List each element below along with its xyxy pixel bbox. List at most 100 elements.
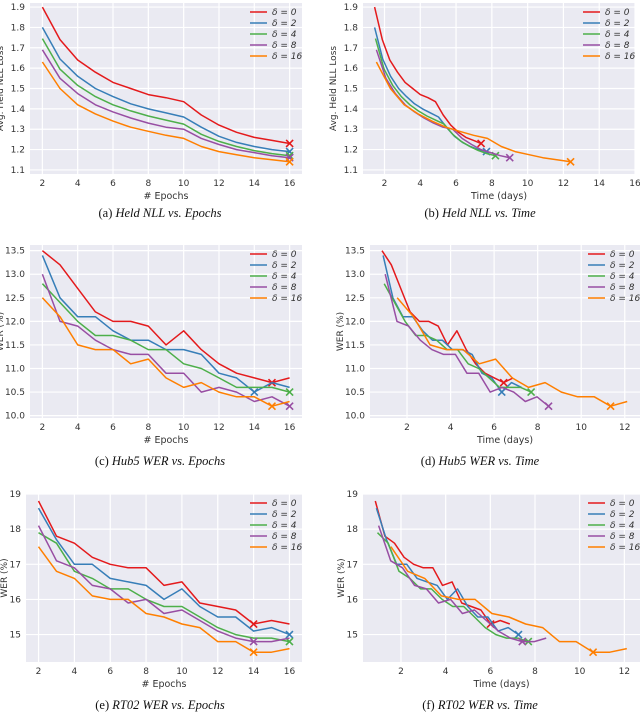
- legend-label: δ = 16: [272, 294, 302, 304]
- x-tick-label: 12: [213, 423, 224, 433]
- x-tick-label: 8: [145, 179, 151, 189]
- x-axis-label: Time (days): [470, 191, 527, 202]
- best-marker-x: [249, 648, 258, 657]
- x-tick-label: 2: [398, 667, 404, 677]
- best-marker-x: [477, 139, 486, 148]
- best-marker-x: [505, 153, 514, 162]
- marker-stroke: [249, 648, 258, 657]
- marker-stroke: [505, 153, 514, 162]
- y-tick-label: 13.5: [345, 247, 365, 257]
- x-tick-label: 16: [284, 423, 296, 433]
- x-tick-label: 12: [212, 667, 223, 677]
- legend-label: δ = 16: [610, 294, 640, 304]
- x-tick-label: 6: [110, 423, 116, 433]
- x-tick-label: 12: [558, 179, 569, 189]
- x-tick-label: 2: [382, 179, 388, 189]
- legend-label: δ = 0: [272, 499, 297, 509]
- legend-label: δ = 0: [610, 250, 635, 260]
- series-line: [37, 546, 290, 653]
- series-line: [37, 507, 290, 636]
- legend-label: δ = 4: [610, 272, 635, 282]
- series-line: [390, 546, 627, 653]
- x-tick-label: 8: [145, 423, 151, 433]
- legend-label: δ = 4: [272, 272, 297, 282]
- y-tick-label: 1.7: [344, 44, 358, 54]
- series-line: [41, 283, 290, 393]
- x-tick-label: 12: [619, 423, 630, 433]
- x-tick-label: 16: [629, 179, 640, 189]
- series-line: [374, 38, 496, 157]
- y-axis-label: WER (%): [0, 558, 10, 597]
- caption-text: RT02 WER vs. Epochs: [112, 698, 225, 712]
- y-tick-label: 11.0: [5, 365, 25, 375]
- series-line: [41, 61, 290, 163]
- y-tick-label: 1.4: [11, 105, 26, 115]
- caption-e: (e) RT02 WER vs. Epochs: [0, 698, 320, 713]
- y-tick-label: 15: [347, 631, 358, 641]
- series-line: [41, 49, 290, 159]
- legend-label: δ = 4: [272, 30, 297, 40]
- legend-label: δ = 16: [605, 52, 635, 62]
- best-marker-x: [518, 637, 527, 646]
- x-axis-label: # Epochs: [143, 435, 188, 446]
- caption-f: (f) RT02 WER vs. Time: [320, 698, 640, 713]
- x-tick-label: 4: [417, 179, 423, 189]
- best-marker-x: [285, 157, 294, 166]
- best-marker-x: [566, 157, 575, 166]
- marker-stroke: [285, 388, 294, 397]
- marker-stroke: [499, 378, 508, 387]
- y-tick-label: 13.0: [5, 270, 25, 280]
- x-tick-label: 10: [178, 423, 190, 433]
- x-tick-label: 14: [248, 667, 260, 677]
- y-tick-label: 11.5: [345, 341, 365, 351]
- marker-stroke: [249, 637, 258, 646]
- y-tick-label: 1.5: [11, 85, 25, 95]
- marker-stroke: [606, 402, 615, 411]
- x-tick-label: 6: [107, 667, 113, 677]
- y-tick-label: 1.3: [344, 125, 358, 135]
- y-tick-label: 13.5: [5, 247, 25, 257]
- best-marker-x: [544, 402, 553, 411]
- best-marker-x: [285, 139, 294, 148]
- series-line: [377, 525, 547, 643]
- caption-a: (a) Held NLL vs. Epochs: [0, 206, 320, 221]
- caption-text: Hub5 WER vs. Epochs: [111, 454, 226, 468]
- marker-stroke: [249, 619, 258, 629]
- legend-label: δ = 4: [610, 521, 635, 531]
- y-tick-label: 17: [10, 560, 21, 570]
- legend-label: δ = 8: [610, 283, 635, 293]
- y-tick-label: 12.5: [345, 294, 365, 304]
- x-tick-label: 4: [443, 667, 449, 677]
- marker-stroke: [491, 151, 500, 160]
- x-tick-label: 4: [75, 423, 81, 433]
- chart-a-svg: 2 4 6 8 10 12 14 16 1.1 1.2 1.3 1.4 1.5 1.6 1.7 1.8 1.9 #…: [0, 3, 302, 202]
- y-tick-label: 10.0: [345, 412, 365, 422]
- x-tick-label: 10: [575, 423, 587, 433]
- y-tick-label: 1.2: [344, 146, 358, 156]
- legend-label: δ = 8: [272, 41, 297, 51]
- y-tick-label: 1.5: [344, 85, 358, 95]
- best-marker-x: [250, 388, 259, 397]
- y-tick-label: 18: [10, 525, 22, 535]
- series-line: [374, 500, 511, 625]
- caption-b: (b) Held NLL vs. Time: [320, 206, 640, 221]
- y-tick-label: 17: [347, 560, 358, 570]
- legend-label: δ = 2: [272, 261, 297, 271]
- y-tick-label: 16: [10, 595, 22, 605]
- x-tick-label: 14: [249, 179, 261, 189]
- x-tick-label: 4: [72, 667, 78, 677]
- y-tick-label: 19: [10, 490, 22, 500]
- y-tick-label: 1.6: [11, 64, 26, 74]
- y-tick-label: 16: [347, 595, 359, 605]
- legend-label: δ = 16: [272, 543, 302, 553]
- chart-e-svg: 2 4 6 8 10 12 14 16 15 16 17 18 19 # Epochs WER (%) δ =…: [0, 490, 302, 690]
- y-axis-label: WER (%): [0, 312, 6, 351]
- chart-d: 2 4 6 8 10 12 10.0 10.5 11.0 11.5 12.0 12.5 13.0 13.5…: [320, 240, 640, 446]
- best-marker-x: [589, 648, 598, 657]
- y-tick-label: 1.3: [11, 125, 25, 135]
- legend-label: δ = 2: [272, 510, 297, 520]
- x-tick-label: 6: [110, 179, 116, 189]
- y-tick-label: 10.5: [5, 388, 25, 398]
- chart-b: 2 4 6 8 10 12 14 16 1.1 1.2 1.3 1.4 1.5 1.6 1.7 1.8 1.9 T…: [320, 0, 640, 202]
- x-tick-label: 8: [489, 179, 495, 189]
